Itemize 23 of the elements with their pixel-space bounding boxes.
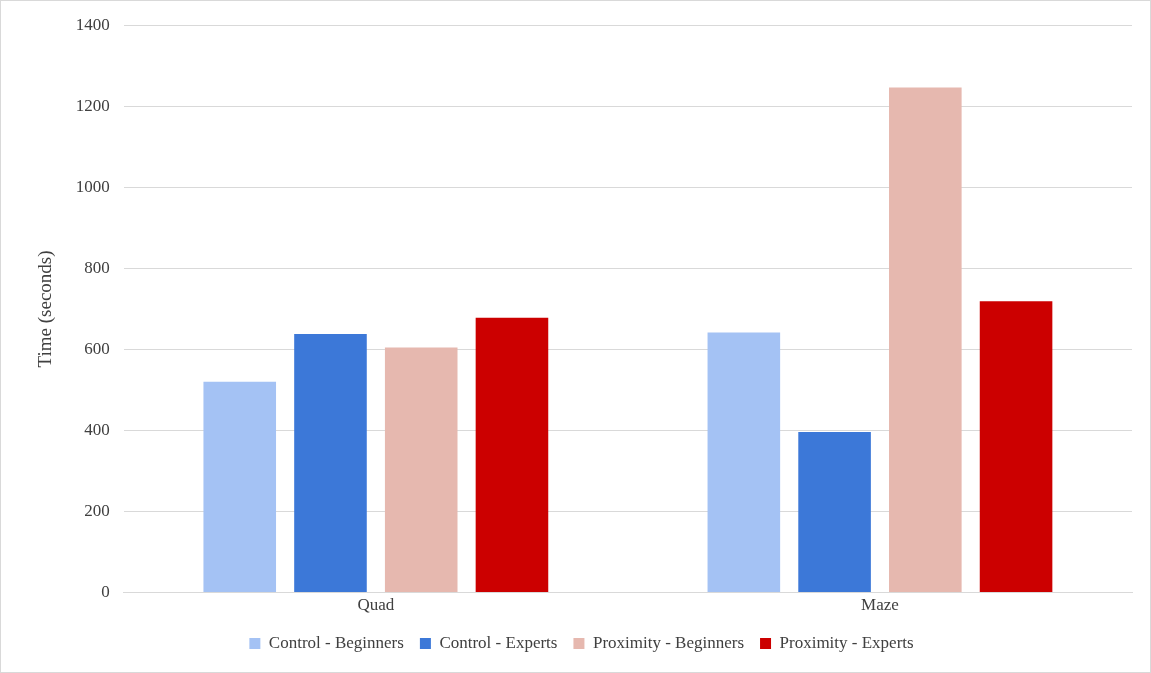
bar: [798, 432, 871, 593]
legend-label: Control - Beginners: [268, 632, 404, 652]
y-axis-title: Time (seconds): [34, 250, 57, 368]
bar: [889, 87, 962, 593]
x-tick-label: Quad: [357, 595, 395, 615]
y-tick-label: 1000: [75, 176, 110, 196]
bar: [475, 317, 549, 593]
bar: [979, 301, 1053, 593]
bar: [707, 332, 781, 593]
y-tick-label: 1200: [75, 95, 110, 115]
bar: [294, 334, 367, 593]
x-tick-label: Maze: [861, 595, 899, 615]
y-tick-label: 200: [84, 501, 110, 521]
bar: [384, 347, 458, 593]
y-tick-label: 400: [84, 419, 110, 439]
y-tick-label: 1400: [75, 14, 110, 34]
y-tick-label: 0: [101, 582, 110, 602]
bar: [203, 381, 277, 593]
legend-label: Control - Experts: [439, 632, 558, 652]
legend-label: Proximity - Experts: [779, 632, 914, 652]
legend-label: Proximity - Beginners: [592, 632, 745, 652]
y-tick-label: 800: [84, 257, 110, 277]
y-tick-label: 600: [84, 338, 110, 358]
